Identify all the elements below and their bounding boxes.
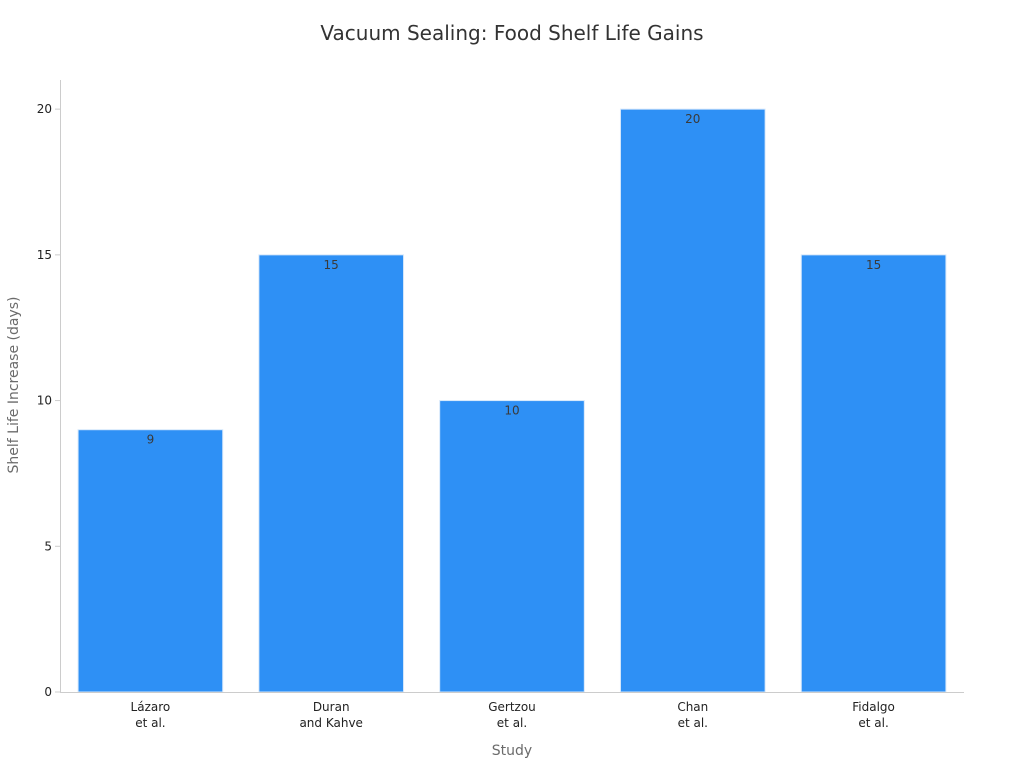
bar <box>800 254 947 693</box>
y-axis-title: Shelf Life Increase (days) <box>6 297 22 474</box>
x-ticks-layer: Lázaro et al. Duran and Kahve Gertzou et al. C… <box>131 700 895 730</box>
x-tick-label: Gertzou et al. <box>488 700 536 730</box>
bar-data-label: 9 <box>147 433 155 447</box>
y-tick-label: 20 <box>37 102 52 116</box>
y-tick-label: 0 <box>44 685 52 699</box>
y-tick-label: 10 <box>37 394 52 408</box>
bar <box>258 254 405 693</box>
bar-data-label: 10 <box>504 404 519 418</box>
chart-title: Vacuum Sealing: Food Shelf Life Gains <box>320 21 703 45</box>
x-axis-title: Study <box>492 743 532 759</box>
bar <box>619 108 766 693</box>
bar-data-label: 15 <box>866 258 881 272</box>
data-labels-layer: 9 15 10 20 15 <box>147 112 882 447</box>
x-tick-label: Fidalgo et al. <box>852 700 895 730</box>
x-tick-label: Lázaro et al. <box>131 700 171 730</box>
bar-data-label: 15 <box>324 258 339 272</box>
y-tick-label: 5 <box>44 539 52 553</box>
y-ticks-layer: 0 5 10 15 20 <box>37 102 60 699</box>
bars-layer <box>77 108 947 693</box>
bar-data-label: 20 <box>685 112 700 126</box>
bar <box>77 429 224 693</box>
y-tick-label: 15 <box>37 248 52 262</box>
x-tick-label: Chan et al. <box>677 700 708 730</box>
x-tick-label: Duran and Kahve <box>299 700 363 730</box>
bar <box>439 400 585 693</box>
